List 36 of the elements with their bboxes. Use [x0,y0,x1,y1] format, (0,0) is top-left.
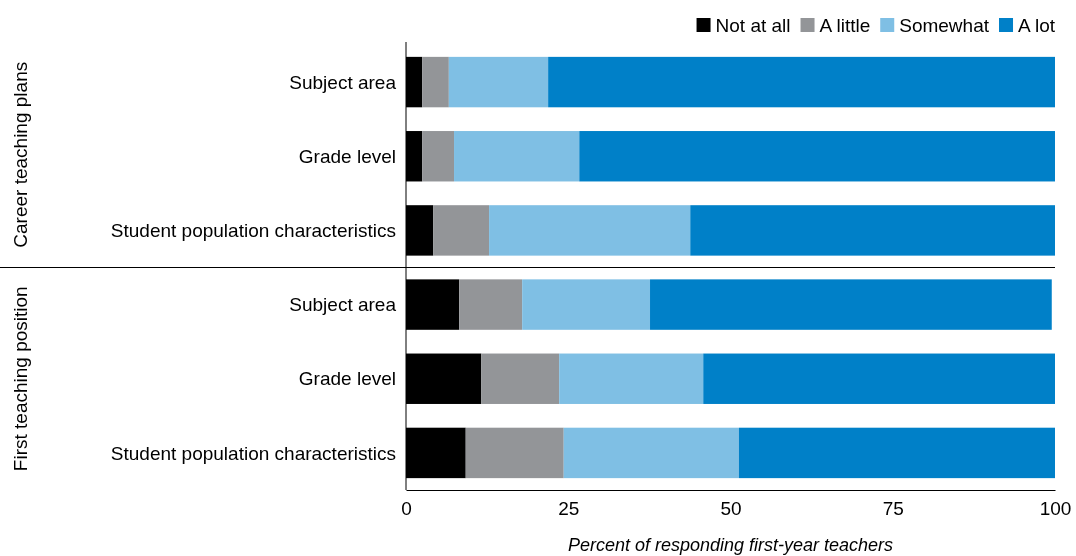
bar [448,56,549,108]
bar [738,427,1055,479]
bar [548,56,1055,108]
bar [481,353,560,404]
x-tick-label: 100 [1039,498,1072,520]
legend-label: Somewhat [899,14,990,36]
bar [433,205,490,256]
y-tick-label: Grade level [298,145,396,167]
bar [650,279,1052,330]
text: First teaching position [10,286,31,472]
bar [563,427,739,479]
legend-label: Not at all [715,14,791,36]
y-tick-label: Student population characteristics [110,442,396,464]
bar [459,279,523,330]
legend-label: A little [819,14,871,36]
x-tick-label: 25 [558,498,580,520]
bar [489,205,691,256]
x-tick-label: 75 [882,498,904,520]
bar [465,427,564,479]
bar [579,131,1055,182]
bar [422,131,455,182]
y-tick-label: Grade level [298,368,396,390]
y-tick-label: Subject area [289,71,397,93]
x-tick-label: 50 [720,498,742,520]
bar [422,56,449,108]
bar [454,131,580,182]
y-tick-label: Subject area [289,294,397,316]
x-axis-title: Percent of responding first-year teachers [567,535,894,555]
x-tick-label: 0 [401,498,412,520]
bar [522,279,651,330]
legend-label: A lot [1018,14,1056,36]
y-tick-label: Student population characteristics [110,220,396,242]
bar [559,353,704,404]
bar [703,353,1055,404]
bar [690,205,1055,256]
text: Career teaching plans [10,61,31,248]
